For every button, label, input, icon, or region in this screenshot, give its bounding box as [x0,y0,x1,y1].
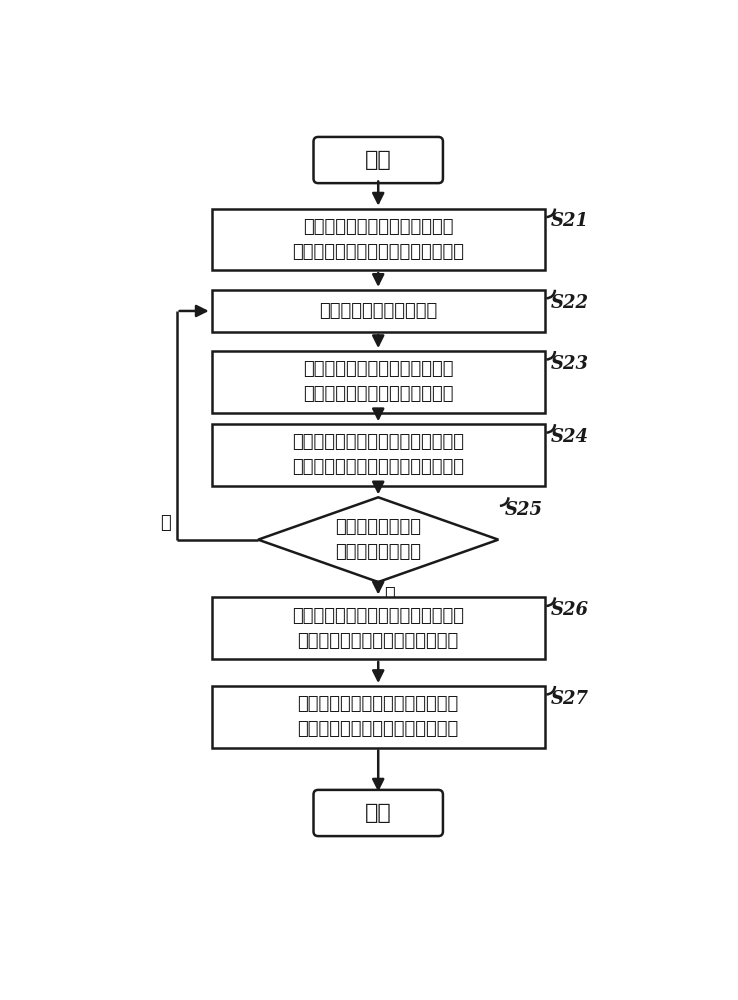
Bar [212,290,545,332]
Text: 从寄存器中读取硬盘的转速值，并将
硬盘的转速值与转速控制值进行比较: 从寄存器中读取硬盘的转速值，并将 硬盘的转速值与转速控制值进行比较 [292,433,464,476]
Text: S27: S27 [551,690,589,708]
Text: 实时侦测硬盘的当前转速，并将
硬盘的当前转速值转速写入寄存器中: 实时侦测硬盘的当前转速，并将 硬盘的当前转速值转速写入寄存器中 [292,218,464,261]
Text: 实时监测硬盘的工作状态: 实时监测硬盘的工作状态 [319,302,438,320]
Text: 硬盘的转速值是否
等于转速控制值？: 硬盘的转速值是否 等于转速控制值？ [335,518,421,561]
Text: S23: S23 [551,355,589,373]
Text: 否: 否 [384,586,395,604]
Text: 开始: 开始 [365,150,392,170]
FancyBboxPatch shape [314,137,443,183]
Text: 是: 是 [159,514,170,532]
Bar [212,351,545,413]
Polygon shape [258,497,498,582]
Text: S24: S24 [551,428,589,446]
Text: 利用信号发生器根据所述转速控制值
产生一个控制硬盘转速的控制信号: 利用信号发生器根据所述转速控制值 产生一个控制硬盘转速的控制信号 [292,607,464,650]
Text: S25: S25 [505,501,542,519]
Bar [212,424,545,486]
Text: 据硬盘的工作状态产生一个用于
控制硬盘读写数据的转速控制值: 据硬盘的工作状态产生一个用于 控制硬盘读写数据的转速控制值 [303,360,453,403]
FancyBboxPatch shape [314,790,443,836]
Text: 结束: 结束 [365,803,392,823]
Text: S26: S26 [551,601,589,619]
Text: S21: S21 [551,212,589,230]
Bar [212,597,545,659]
Text: 根据产生的控制信号控制转速马达
的转速来自动调整硬盘的当前转速: 根据产生的控制信号控制转速马达 的转速来自动调整硬盘的当前转速 [297,695,459,738]
Text: S22: S22 [551,294,589,312]
Bar [212,686,545,748]
Bar [212,209,545,270]
